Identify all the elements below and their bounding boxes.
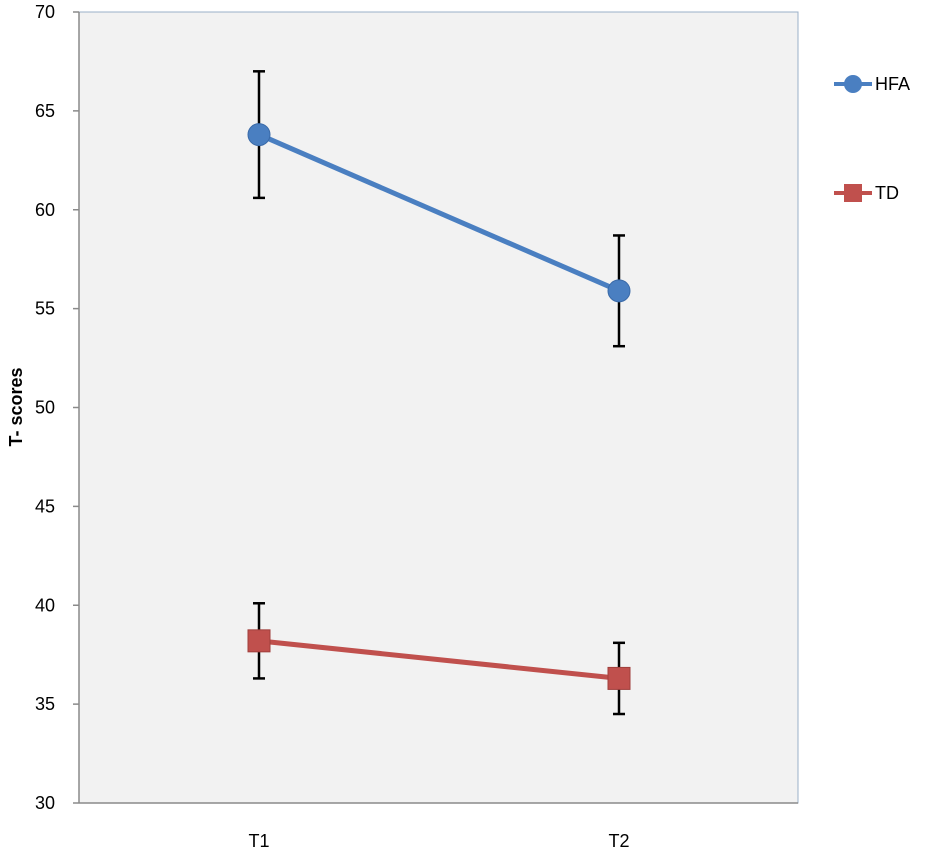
y-tick-label: 40 xyxy=(35,595,55,615)
series-line-hfa xyxy=(258,132,620,294)
legend-item-hfa: HFA xyxy=(834,74,910,94)
y-tick-label: 70 xyxy=(35,2,55,22)
legend-marker xyxy=(844,184,862,202)
series-layer xyxy=(247,70,631,716)
legend-label: TD xyxy=(875,183,899,203)
series-td xyxy=(247,602,631,716)
y-tick-label: 60 xyxy=(35,200,55,220)
y-axis: 30 35 40 45 50 55 60 65 70 xyxy=(35,2,80,813)
x-axis: T1 T2 xyxy=(79,802,798,851)
legend: HFA TD xyxy=(834,74,910,203)
plot-area xyxy=(78,11,799,804)
data-point-hfa xyxy=(607,279,631,303)
legend-item-td: TD xyxy=(834,183,899,203)
legend-label: HFA xyxy=(875,74,910,94)
data-point-hfa xyxy=(247,123,271,147)
y-tick-label: 65 xyxy=(35,101,55,121)
data-point-td xyxy=(247,629,271,653)
x-tick-label: T2 xyxy=(608,831,629,851)
y-tick-label: 50 xyxy=(35,398,55,418)
y-tick-label: 55 xyxy=(35,299,55,319)
x-tick-label: T1 xyxy=(248,831,269,851)
series-line-td xyxy=(258,638,620,681)
y-tick-label: 45 xyxy=(35,496,55,516)
data-point-td xyxy=(607,666,631,690)
y-tick-label: 30 xyxy=(35,793,55,813)
y-axis-title: T- scores xyxy=(6,367,26,446)
y-tick-label: 35 xyxy=(35,694,55,714)
legend-marker xyxy=(844,75,862,93)
series-hfa xyxy=(247,70,631,348)
